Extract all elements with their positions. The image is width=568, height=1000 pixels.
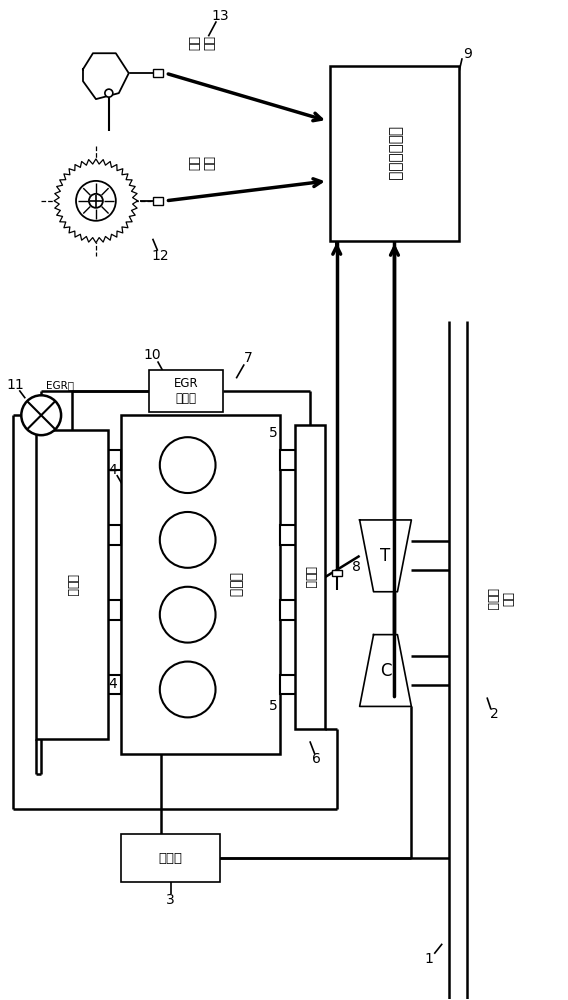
Circle shape [89,194,103,208]
Bar [295,425,325,729]
Polygon shape [360,520,411,592]
Circle shape [160,437,215,493]
Bar [280,450,297,470]
Circle shape [21,395,61,435]
Polygon shape [360,635,411,706]
Circle shape [105,89,113,97]
Text: 排气管: 排气管 [303,566,316,589]
Text: 1: 1 [425,952,434,966]
Text: 4: 4 [108,677,117,691]
Bar [104,600,121,620]
Text: 涡轮
增压器: 涡轮 增压器 [485,588,513,611]
Text: EGR阀: EGR阀 [46,380,74,390]
Text: C: C [380,662,391,680]
Bar [153,69,162,77]
Text: 2: 2 [490,707,498,721]
Circle shape [160,662,215,717]
Bar [121,834,220,882]
Text: EGR
冷却器: EGR 冷却器 [174,377,198,405]
Bar [104,450,121,470]
Text: 进气管: 进气管 [65,574,78,596]
Text: 12: 12 [152,249,169,263]
Bar [104,675,121,694]
Bar [330,66,459,241]
Bar [280,525,297,545]
Bar [280,600,297,620]
Circle shape [160,587,215,643]
Text: 11: 11 [6,378,24,392]
Text: 柴油机控制器: 柴油机控制器 [387,126,402,181]
Bar [149,370,223,412]
Text: 中冷器: 中冷器 [158,852,182,865]
Text: 油门
信号: 油门 信号 [186,36,214,51]
Text: 柴油机: 柴油机 [228,572,243,597]
Text: 转速
信号: 转速 信号 [186,156,214,171]
Bar [280,675,297,694]
Circle shape [160,512,215,568]
Text: 7: 7 [244,351,253,365]
Bar [121,415,280,754]
Text: 5: 5 [269,426,277,440]
Text: 5: 5 [269,699,277,713]
Bar [332,570,342,576]
Polygon shape [54,159,137,243]
Text: 6: 6 [312,752,321,766]
Text: 8: 8 [352,560,361,574]
Text: 3: 3 [166,893,175,907]
Bar [36,430,108,739]
Polygon shape [83,53,129,99]
Text: 13: 13 [211,9,229,23]
Bar [104,525,121,545]
Text: 10: 10 [144,348,161,362]
Text: T: T [381,547,391,565]
Bar [153,197,162,205]
Text: 9: 9 [463,47,471,61]
Circle shape [76,181,116,221]
Text: 4: 4 [108,463,117,477]
